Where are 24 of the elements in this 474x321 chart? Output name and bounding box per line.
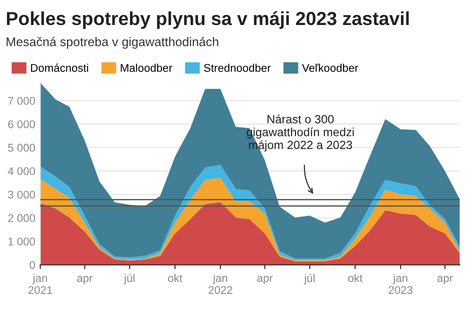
y-tick-label: 0 (30, 261, 35, 269)
x-tick-label: júl (124, 274, 134, 284)
legend-label: Maloodber (120, 64, 172, 72)
y-tick-label: 4 000 (8, 167, 35, 176)
x-tick-label: apr (257, 276, 273, 284)
x-tick-label: jan 2022 (208, 274, 232, 294)
x-tick-label: júl (304, 274, 315, 284)
legend-label: Domácnosti (31, 64, 88, 72)
x-tick-label: jan 2023 (388, 274, 412, 294)
x-tick-label: okt (348, 274, 362, 282)
legend-label: Strednoodber (204, 64, 271, 72)
y-tick-label: 2 000 (8, 214, 35, 222)
chart-title: Pokles spotreby plynu sa v máji 2023 zastavil (6, 11, 409, 29)
y-tick-label: 7 000 (8, 96, 35, 105)
legend-label: Veľkoodber (302, 64, 358, 72)
y-tick-label: 6 000 (8, 120, 35, 128)
x-tick-label: apr (77, 276, 93, 284)
y-tick-label: 5 000 (8, 144, 35, 152)
y-tick-label: 1 000 (8, 238, 35, 246)
x-tick-label: okt (168, 274, 182, 282)
x-tick-label: jan 2021 (28, 274, 52, 294)
x-tick-label: apr (437, 276, 453, 284)
y-tick-label: 3 000 (8, 190, 35, 199)
chart-subtitle: Mesačná spotreba v gigawatthodinách (6, 36, 218, 49)
